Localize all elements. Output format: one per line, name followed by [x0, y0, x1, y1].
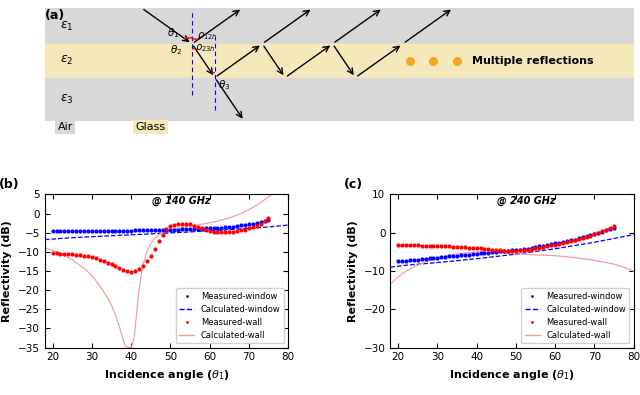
Text: @ 240 GHz: @ 240 GHz	[497, 196, 556, 206]
Y-axis label: Reflectivity (dB): Reflectivity (dB)	[348, 220, 358, 322]
X-axis label: Incidence angle ($\theta_1$): Incidence angle ($\theta_1$)	[104, 368, 229, 382]
Y-axis label: Reflectivity (dB): Reflectivity (dB)	[3, 220, 12, 322]
X-axis label: Incidence angle ($\theta_1$): Incidence angle ($\theta_1$)	[449, 368, 575, 382]
Text: Multiple reflections: Multiple reflections	[472, 56, 593, 66]
Legend: Measured-window, Calculated-window, Measured-wall, Calculated-wall: Measured-window, Calculated-window, Meas…	[522, 288, 629, 343]
Text: Glass: Glass	[136, 122, 166, 132]
Bar	[45, 8, 634, 44]
Bar	[45, 44, 634, 77]
Text: Air: Air	[58, 122, 73, 132]
Text: $\varepsilon_1$: $\varepsilon_1$	[60, 20, 73, 33]
Text: $\theta_2$: $\theta_2$	[170, 43, 182, 57]
Text: (a): (a)	[45, 9, 65, 22]
Text: (c): (c)	[344, 178, 363, 191]
Bar	[45, 77, 634, 121]
Text: @ 140 GHz: @ 140 GHz	[152, 196, 211, 206]
Text: $\theta_3$: $\theta_3$	[218, 79, 230, 92]
Text: $\theta_1$: $\theta_1$	[167, 26, 180, 40]
Text: $\rho_{12h}$: $\rho_{12h}$	[196, 30, 218, 42]
Text: $\varepsilon_3$: $\varepsilon_3$	[60, 93, 73, 106]
Text: (b): (b)	[0, 178, 19, 191]
Legend: Measured-window, Calculated-window, Measured-wall, Calculated-wall: Measured-window, Calculated-window, Meas…	[176, 288, 284, 343]
Text: $\varepsilon_2$: $\varepsilon_2$	[60, 54, 73, 68]
Text: $\rho_{23h}$: $\rho_{23h}$	[195, 42, 216, 55]
